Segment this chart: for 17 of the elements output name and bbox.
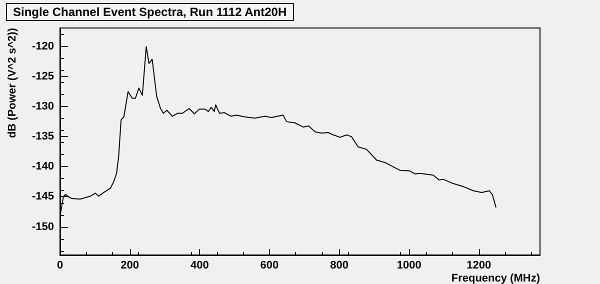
y-tick-label: -125 bbox=[32, 70, 54, 83]
x-axis-title: Frequency (MHz) bbox=[451, 272, 540, 284]
chart-title: Single Channel Event Spectra, Run 1112 Ant20H bbox=[6, 3, 294, 21]
y-tick-label: -130 bbox=[32, 100, 54, 113]
x-tick-label: 1200 bbox=[466, 260, 492, 272]
x-tick-label: 400 bbox=[190, 260, 209, 272]
y-tick-label: -140 bbox=[32, 160, 54, 173]
x-tick-label: 1000 bbox=[396, 260, 422, 272]
y-tick-label: -120 bbox=[32, 40, 54, 53]
y-tick-label: -150 bbox=[32, 220, 54, 233]
y-axis-title: dB (Power (V^2 s^2)) bbox=[6, 28, 18, 138]
y-tick-label: -145 bbox=[32, 190, 54, 203]
y-tick-label: -135 bbox=[32, 130, 54, 143]
x-tick-label: 200 bbox=[120, 260, 139, 272]
x-tick-label: 0 bbox=[56, 260, 64, 272]
x-tick-label: 600 bbox=[260, 260, 279, 272]
x-tick-label: 800 bbox=[330, 260, 348, 272]
